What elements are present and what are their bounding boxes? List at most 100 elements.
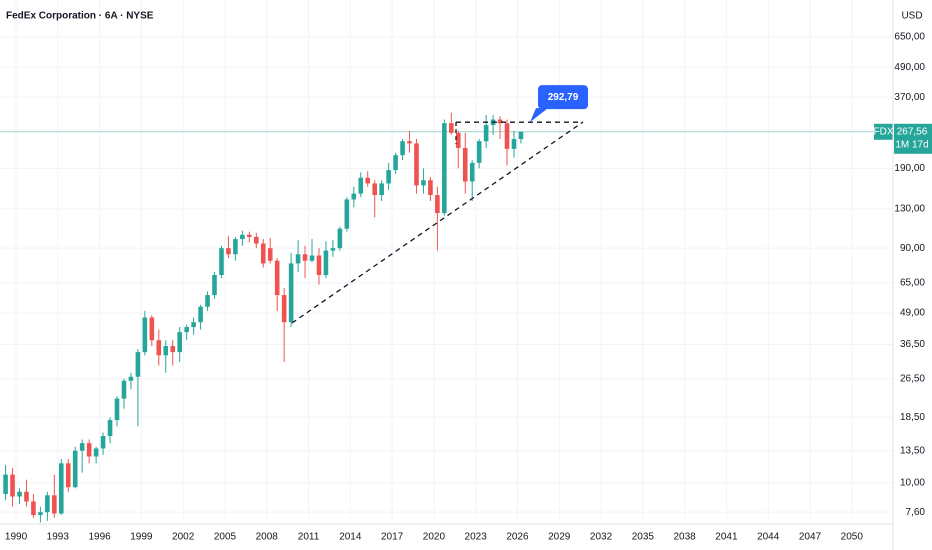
candle-body [93,448,99,457]
overlay: 292,79 FDX [455,85,894,145]
x-tick-label: 1999 [130,532,153,543]
price-label: 267,56 [897,126,928,137]
y-tick-label: 490,00 [894,62,925,73]
plot-area [3,112,524,523]
candle-body [17,491,22,497]
x-tick-label: 2005 [214,532,237,543]
candle-body [205,295,210,307]
candle-body [323,250,329,275]
candle-body [421,180,426,186]
candle-body [142,317,148,353]
candle-body [247,234,252,237]
candle-body [344,199,350,229]
y-tick-label: 130,00 [894,204,925,215]
candle-body [288,263,294,323]
candle-body [163,346,169,356]
candle-body [309,255,315,261]
currency[interactable]: USD [901,11,922,22]
candle-body [504,123,510,149]
candle-body [45,495,50,513]
x-tick-label: 2044 [757,532,780,543]
x-tick-label: 2017 [381,532,404,543]
candle-body [449,123,454,133]
candle-body [170,346,176,353]
y-tick-label: 49,00 [900,308,925,319]
x-tick-label: 2032 [590,532,613,543]
x-tick-label: 1996 [88,532,111,543]
candle-body [226,248,231,255]
grid [0,0,893,522]
y-tick-label: 90,00 [900,243,925,254]
candle-body [219,248,224,275]
candle-body [233,239,238,255]
candle-body [31,501,36,515]
x-tick-label: 2002 [172,532,195,543]
candle-body [281,295,287,323]
candle-body [114,398,120,421]
candle-body [407,141,412,144]
candle-body [72,450,78,488]
candle-body [100,436,106,449]
candle-body [330,248,336,251]
candle-body [400,141,405,156]
candle-body [476,141,482,163]
countdown-label: 1M 17d [895,139,928,150]
candle-body [24,491,29,502]
candle-body [316,255,322,275]
candle-body [38,512,43,515]
candle-body [260,243,266,264]
callout-pointer [530,108,548,123]
candle-body [253,236,259,244]
candle-body [497,119,503,124]
symbol-label: FDX [874,126,894,137]
y-tick-label: 18,50 [900,412,925,423]
candle-body [428,180,433,196]
candle-body [198,306,203,323]
callout-label: 292,79 [548,92,579,103]
candle-body [455,132,461,148]
y-tick-label: 370,00 [894,92,925,103]
y-tick-label: 65,00 [900,278,925,289]
x-tick-label: 2026 [506,532,529,543]
trend-line[interactable] [291,121,584,324]
candle-body [469,162,475,182]
x-tick-label: 2023 [465,532,488,543]
candle-body [462,147,468,182]
y-tick-label: 650,00 [894,32,925,43]
y-tick-label: 26,50 [900,373,925,384]
candle-body [10,474,15,497]
y-tick-label: 7,60 [906,507,926,518]
candle-body [518,131,524,140]
candle-body [365,177,371,184]
candle-body [386,170,391,184]
x-tick-label: 2041 [715,532,738,543]
x-tick-label: 2038 [673,532,696,543]
candle-body [107,420,113,437]
candle-body [184,327,189,333]
x-tick-label: 1993 [47,532,70,543]
candle-body [337,228,343,249]
candle-body [358,177,364,194]
candle-body [372,183,377,196]
y-tick-label: 36,50 [900,339,925,350]
candle-body [240,234,245,240]
candle-body [128,376,134,381]
candle-body [302,254,308,261]
candle-body [267,248,273,261]
candle-body [65,463,71,488]
candle-body [3,474,8,495]
chart-title: FedEx Corporation · 6A · NYSE [6,11,154,22]
candle-body [156,340,162,356]
candle-body [79,443,85,451]
x-tick-label: 2050 [841,532,864,543]
callout-box[interactable] [538,85,588,110]
candle-body [58,463,64,514]
x-tick-label: 1990 [5,532,28,543]
candle-body [414,143,419,186]
x-tick-label: 2029 [548,532,571,543]
candle-body [379,183,384,196]
candle-body [191,322,196,328]
y-tick-label: 10,00 [900,477,925,488]
x-tick-label: 2020 [423,532,446,543]
